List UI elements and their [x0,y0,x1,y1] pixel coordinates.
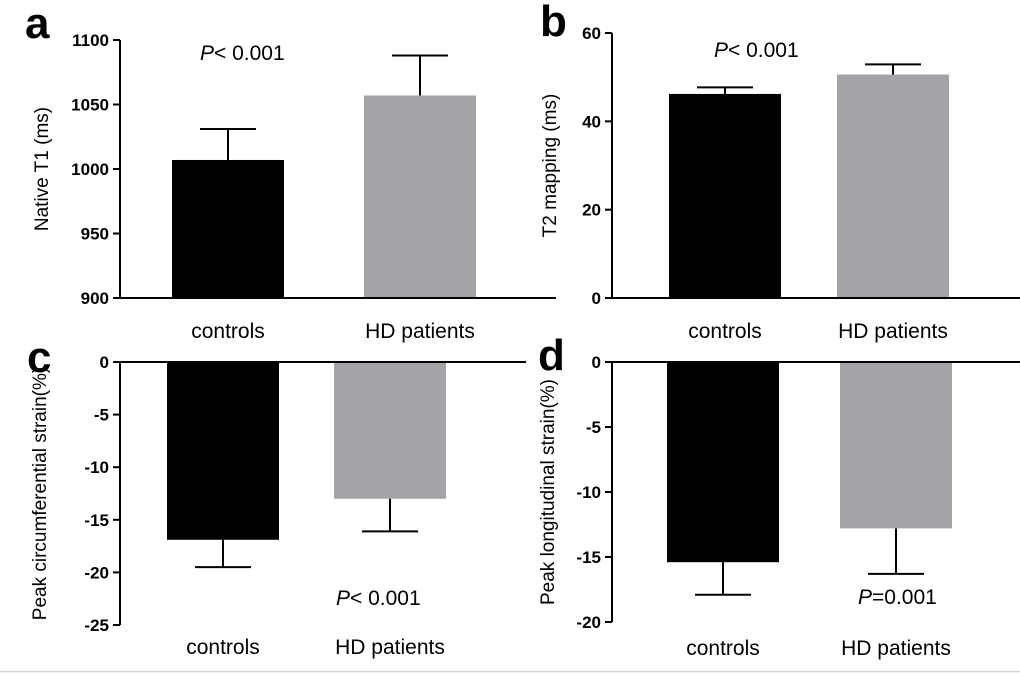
y-axis-title: T2 mapping (ms) [540,94,561,238]
panel-letter: b [540,0,567,46]
y-tick-label: 950 [81,225,109,244]
p-value-annotation: P< 0.001 [336,587,421,610]
p-value-text: < 0.001 [728,39,799,62]
bar-hd-patients [334,362,446,499]
y-tick-label: -20 [84,563,109,582]
y-tick-label: 1050 [71,96,109,115]
category-label: controls [686,637,760,660]
y-tick-label: -15 [84,511,109,530]
category-label: HD patients [838,320,948,343]
category-label: controls [186,636,260,659]
p-value-text: < 0.001 [350,587,421,610]
y-tick-label: -15 [576,548,601,567]
bar-hd-patients [364,95,476,298]
p-value-text: < 0.001 [214,42,285,65]
y-tick-label: 900 [81,289,109,308]
category-label: HD patients [365,320,475,343]
y-tick-label: 60 [582,24,601,43]
category-label: controls [688,320,762,343]
y-axis-title: Peak circumferential strain(%) [30,367,51,620]
p-value-annotation: P< 0.001 [714,39,799,62]
chart-panel-c: c controls HD patients 0 -5 -10 -15 -20 -25 Peak … [27,333,526,659]
y-tick-label: 1100 [72,31,109,50]
y-tick-label: 1000 [71,160,109,179]
y-tick-label: 20 [582,201,601,220]
panel-letter: d [538,331,565,380]
p-value-annotation: P< 0.001 [200,42,285,65]
p-value-symbol: P [858,586,872,609]
chart-panel-b: b controls HD patients 0 20 40 60 T2 mapping (m… [540,0,1020,343]
y-tick-label: -25 [84,616,109,635]
chart-panel-a: a controls HD patients 900 950 1000 1050 1100 Na… [25,0,556,343]
y-tick-label: 0 [592,353,601,372]
bar-hd-patients [840,362,952,529]
p-value-symbol: P [336,587,350,610]
bar-hd-patients [837,74,949,299]
bar-controls [167,362,279,540]
y-tick-label: 0 [100,353,109,372]
y-tick-label: -10 [84,458,109,477]
category-label: controls [191,320,265,343]
bar-controls [172,159,284,298]
panel-letter: c [27,333,51,382]
p-value-symbol: P [200,42,214,65]
y-tick-label: 0 [592,289,601,308]
category-label: HD patients [841,637,951,660]
panel-letter: a [25,0,50,48]
chart-panel-d: d controls HD patients 0 -5 -10 -15 -20 Peak lon… [538,331,1020,660]
y-axis-title: Native T1 (ms) [32,107,53,231]
category-label: HD patients [335,636,445,659]
y-tick-label: -5 [586,418,601,437]
p-value-text: =0.001 [872,586,937,609]
p-value-annotation: P=0.001 [858,586,937,609]
y-axis-title: Peak longitudinal strain(%) [538,379,559,605]
y-tick-label: -10 [576,483,601,502]
bar-controls [669,93,781,298]
bar-controls [667,362,779,563]
y-tick-label: 40 [582,112,601,131]
y-tick-label: -20 [576,613,601,632]
y-tick-label: -5 [94,406,109,425]
p-value-symbol: P [714,39,728,62]
